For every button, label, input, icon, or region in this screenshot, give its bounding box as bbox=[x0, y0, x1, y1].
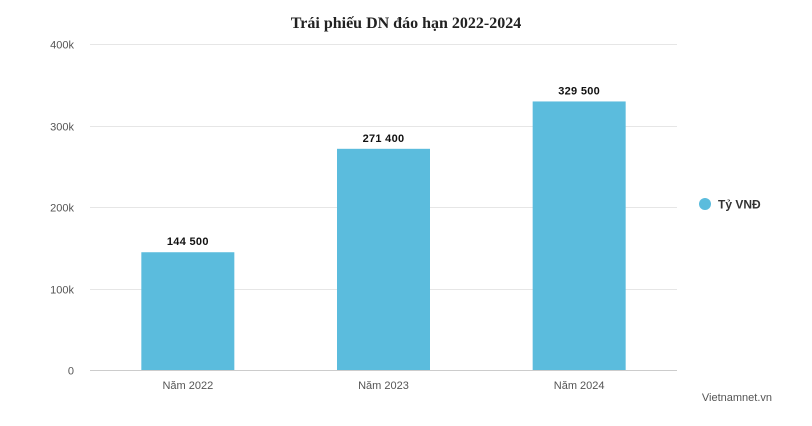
bar-series bbox=[141, 101, 626, 371]
x-tick-label: Năm 2024 bbox=[554, 380, 605, 392]
y-axis: 0 100k 200k 300k 400k bbox=[50, 40, 74, 378]
legend[interactable]: Tỷ VNĐ bbox=[699, 198, 761, 212]
y-tick-label: 400k bbox=[50, 40, 74, 52]
y-tick-label: 200k bbox=[50, 203, 74, 215]
legend-swatch-icon[interactable] bbox=[699, 198, 711, 210]
bar[interactable] bbox=[532, 101, 626, 371]
x-tick-label: Năm 2023 bbox=[358, 380, 409, 392]
y-tick-label: 300k bbox=[50, 122, 74, 134]
bar[interactable] bbox=[141, 252, 235, 370]
y-tick-label: 0 bbox=[68, 366, 74, 378]
x-axis: Năm 2022 Năm 2023 Năm 2024 bbox=[162, 380, 604, 392]
data-label: 271 400 bbox=[363, 133, 405, 145]
y-tick-label: 100k bbox=[50, 285, 74, 297]
x-tick-label: Năm 2022 bbox=[162, 380, 213, 392]
data-label: 144 500 bbox=[167, 236, 209, 248]
data-label: 329 500 bbox=[558, 85, 600, 97]
bar[interactable] bbox=[337, 148, 430, 370]
legend-label[interactable]: Tỷ VNĐ bbox=[718, 198, 761, 212]
source-watermark: Vietnamnet.vn bbox=[702, 392, 772, 404]
data-labels: 144 500 271 400 329 500 bbox=[167, 85, 600, 248]
chart-title: Trái phiếu DN đáo hạn 2022-2024 bbox=[291, 15, 521, 32]
